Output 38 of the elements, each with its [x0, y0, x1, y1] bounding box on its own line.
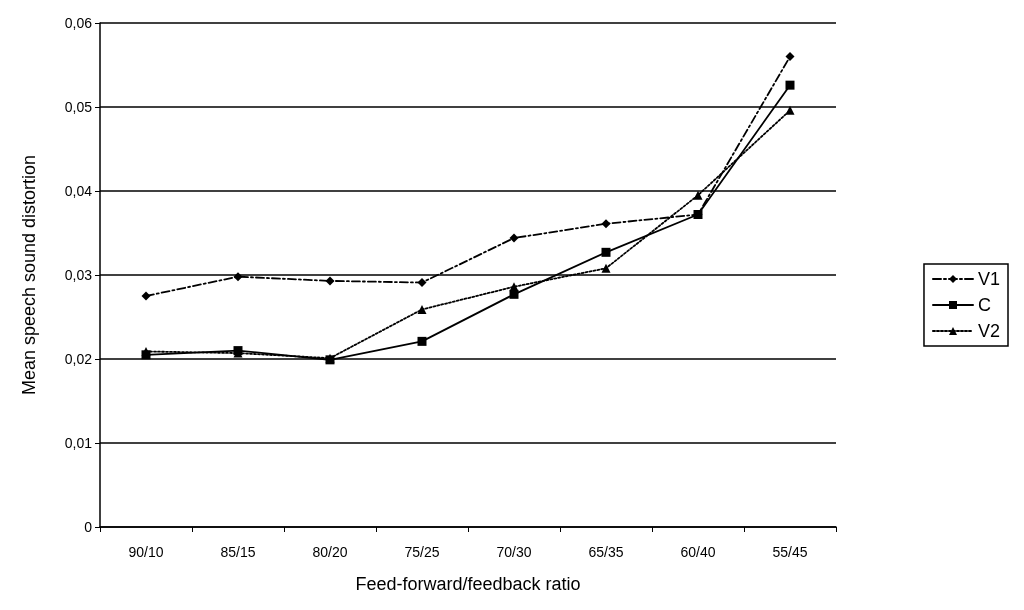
point [233, 272, 243, 282]
x-tick-label: 85/15 [220, 544, 256, 560]
point [601, 247, 611, 257]
y-tick-label: 0,04 [64, 183, 93, 199]
x-axis-title: Feed-forward/feedback ratio [355, 574, 581, 594]
y-axis-title: Mean speech sound distortion [19, 154, 39, 396]
legend-label: V1 [977, 269, 1001, 289]
point [785, 52, 795, 62]
point [417, 304, 427, 314]
y-tick-label: 0,02 [64, 351, 93, 367]
legend-label: V2 [977, 321, 1001, 341]
point [325, 276, 335, 286]
y-tick-label: 0,06 [64, 15, 93, 31]
x-tick-label: 65/35 [588, 544, 624, 560]
point [601, 219, 611, 229]
point [693, 190, 703, 200]
legend-label: C [977, 295, 991, 315]
point [417, 336, 427, 346]
point [509, 233, 519, 243]
point [785, 105, 795, 115]
y-tick-label: 0,03 [64, 267, 93, 283]
x-tick-label: 75/25 [404, 544, 440, 560]
point [693, 210, 703, 220]
point [509, 289, 519, 299]
y-tick-label: 0 [84, 519, 93, 535]
x-tick-label: 70/30 [496, 544, 532, 560]
point [141, 291, 151, 301]
x-tick-label: 55/45 [772, 544, 808, 560]
x-tick-label: 90/10 [128, 544, 164, 560]
point [417, 278, 427, 288]
y-tick-label: 0,05 [64, 99, 93, 115]
point [141, 346, 151, 356]
point [509, 282, 519, 292]
x-tick-label: 60/40 [680, 544, 716, 560]
x-tick-label: 80/20 [312, 544, 348, 560]
y-tick-label: 0,01 [64, 435, 93, 451]
point [601, 263, 611, 273]
point [785, 80, 795, 90]
